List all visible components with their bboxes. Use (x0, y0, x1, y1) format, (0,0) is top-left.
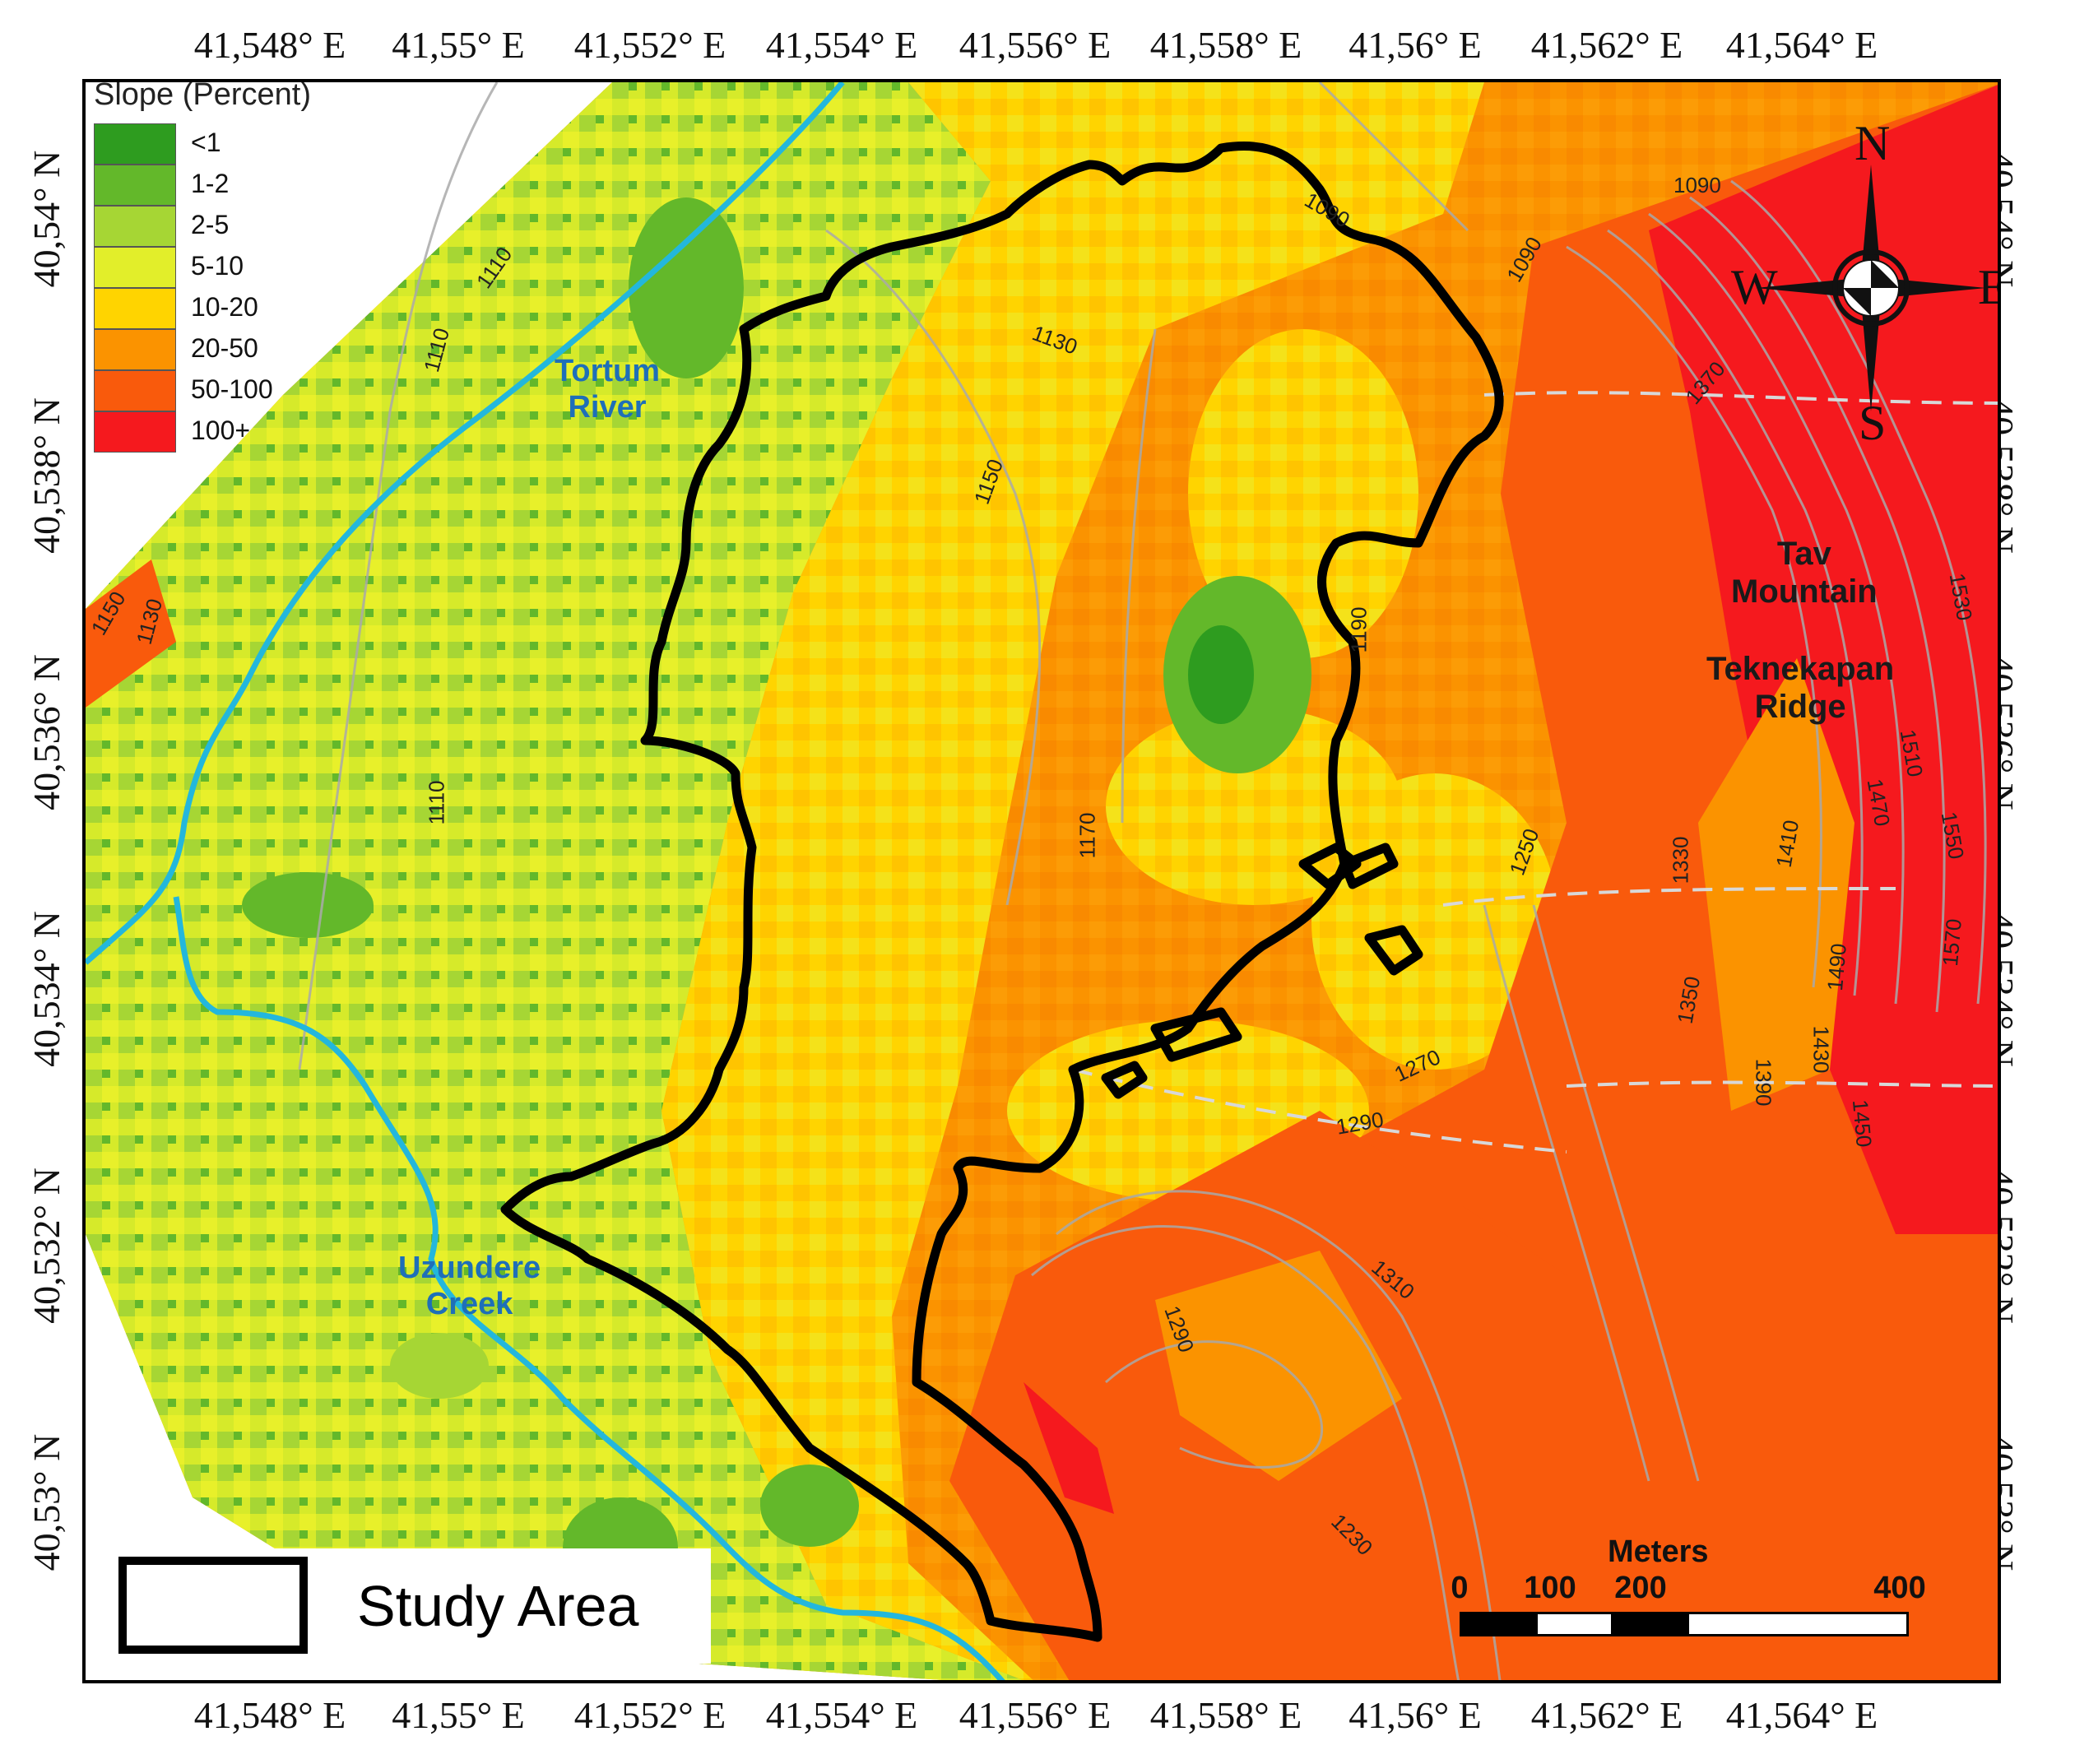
latitude-label: 40,536° N (26, 654, 67, 810)
longitude-label: 41,548° E (193, 24, 346, 66)
longitude-label: 41,564° E (1725, 24, 1878, 66)
scale-unit-label: Meters (1608, 1534, 1709, 1569)
legend-label: 5-10 (191, 251, 244, 281)
legend-swatch (94, 329, 176, 370)
contour-label: 1110 (424, 780, 449, 825)
legend-label: 10-20 (191, 292, 258, 322)
compass-west-label: W (1731, 260, 1778, 314)
nw-steep-patch (86, 559, 176, 708)
tortum-river-line (86, 82, 845, 965)
longitude-label: 41,548° E (193, 1694, 346, 1736)
legend-swatch (94, 247, 176, 288)
longitude-label: 41,556° E (959, 24, 1112, 66)
steep-zone-inner (1649, 85, 1998, 1234)
lowland-green-zone (86, 82, 1024, 1680)
longitude-label: 41,558° E (1149, 24, 1302, 66)
latitude-label: 40,538° N (26, 397, 67, 554)
contour-label: 1430 (1808, 1025, 1834, 1074)
study-area-legend: Study Area (118, 1548, 711, 1664)
legend-label: 1-2 (191, 169, 230, 198)
scale-bar: Meters 0 100 200 400 (1451, 1534, 1945, 1658)
uzundere-creek-label: Uzundere Creek (398, 1251, 541, 1321)
north-arrow-compass: N S W E (1731, 116, 1998, 450)
contour-label: 1190 (1346, 606, 1372, 653)
scale-segment (1460, 1612, 1538, 1636)
latitude-label: 40,534° N (26, 911, 67, 1067)
study-area-outline (500, 141, 1504, 1642)
scale-tick-label: 100 (1524, 1571, 1576, 1605)
longitude-label: 41,556° E (959, 1694, 1112, 1736)
longitude-label: 41,558° E (1149, 1694, 1302, 1736)
ridge-orange (1698, 658, 1855, 1111)
legend-swatch (94, 411, 176, 453)
contour-label: 1390 (1751, 1058, 1776, 1107)
longitude-label: 41,552° E (573, 1694, 726, 1736)
scale-tick-label: 200 (1614, 1571, 1667, 1605)
scale-tick-label: 0 (1451, 1571, 1469, 1605)
transition-yellow-zone (661, 82, 1484, 1680)
study-area-label: Study Area (357, 1574, 639, 1638)
teknekapan-ridge-label: Teknekapan Ridge (1706, 651, 1895, 725)
latitude-label: 40,54° N (26, 150, 67, 288)
legend-swatch (94, 165, 176, 206)
longitude-label: 41,554° E (765, 1694, 918, 1736)
contour-label: 1570 (1937, 917, 1966, 968)
longitude-label: 41,56° E (1349, 1694, 1482, 1736)
tav-mountain-label: Tav Mountain (1731, 536, 1878, 610)
longitude-label: 41,55° E (392, 24, 525, 66)
compass-east-label: E (1978, 259, 1998, 316)
legend-label: 50-100 (191, 374, 273, 404)
scale-segment (1611, 1612, 1689, 1636)
contour-label: 1330 (1668, 836, 1693, 884)
legend-swatch (94, 288, 176, 329)
slope-map (86, 82, 1998, 1680)
legend-label: 20-50 (191, 333, 258, 363)
study-area-swatch (118, 1557, 308, 1654)
longitude-label: 41,562° E (1530, 24, 1683, 66)
compass-south-label: S (1859, 396, 1887, 450)
contour-label: 1090 (1673, 173, 1721, 197)
roads (1072, 391, 1998, 1154)
legend-title: Slope (Percent) (94, 79, 312, 112)
compass-north-label: N (1855, 116, 1891, 170)
contour-label: 1490 (1822, 942, 1851, 992)
scale-segment (1687, 1612, 1909, 1636)
contour-lines (298, 82, 1987, 1680)
legend-label: <1 (191, 128, 221, 157)
tortum-river-label: Tortum River (555, 354, 661, 425)
slope-legend: Slope (Percent) <1 1-2 2-5 5-10 10-20 20… (86, 82, 365, 469)
scale-tick-label: 400 (1873, 1571, 1926, 1605)
longitude-label: 41,55° E (392, 1694, 525, 1736)
scale-segment (1535, 1612, 1613, 1636)
compass-rose-icon (1756, 165, 1986, 411)
contour-label: 1450 (1847, 1098, 1877, 1149)
map-frame[interactable]: 1110 1110 1090 1090 1090 1130 1150 1150 … (82, 79, 2001, 1683)
legend-swatch (94, 370, 176, 411)
longitude-label: 41,56° E (1349, 24, 1482, 66)
legend-swatch (94, 206, 176, 247)
legend-label: 100+ (191, 415, 251, 445)
legend-label: 2-5 (191, 210, 230, 239)
latitude-label: 40,532° N (26, 1167, 67, 1324)
uzundere-creek-line (173, 896, 1005, 1680)
latitude-label: 40,53° N (26, 1433, 67, 1571)
rivers (86, 82, 1005, 1680)
longitude-label: 41,554° E (765, 24, 918, 66)
contour-label: 1170 (1075, 812, 1100, 859)
longitude-label: 41,552° E (573, 24, 726, 66)
longitude-label: 41,564° E (1725, 1694, 1878, 1736)
longitude-label: 41,562° E (1530, 1694, 1683, 1736)
legend-swatch (94, 123, 176, 165)
